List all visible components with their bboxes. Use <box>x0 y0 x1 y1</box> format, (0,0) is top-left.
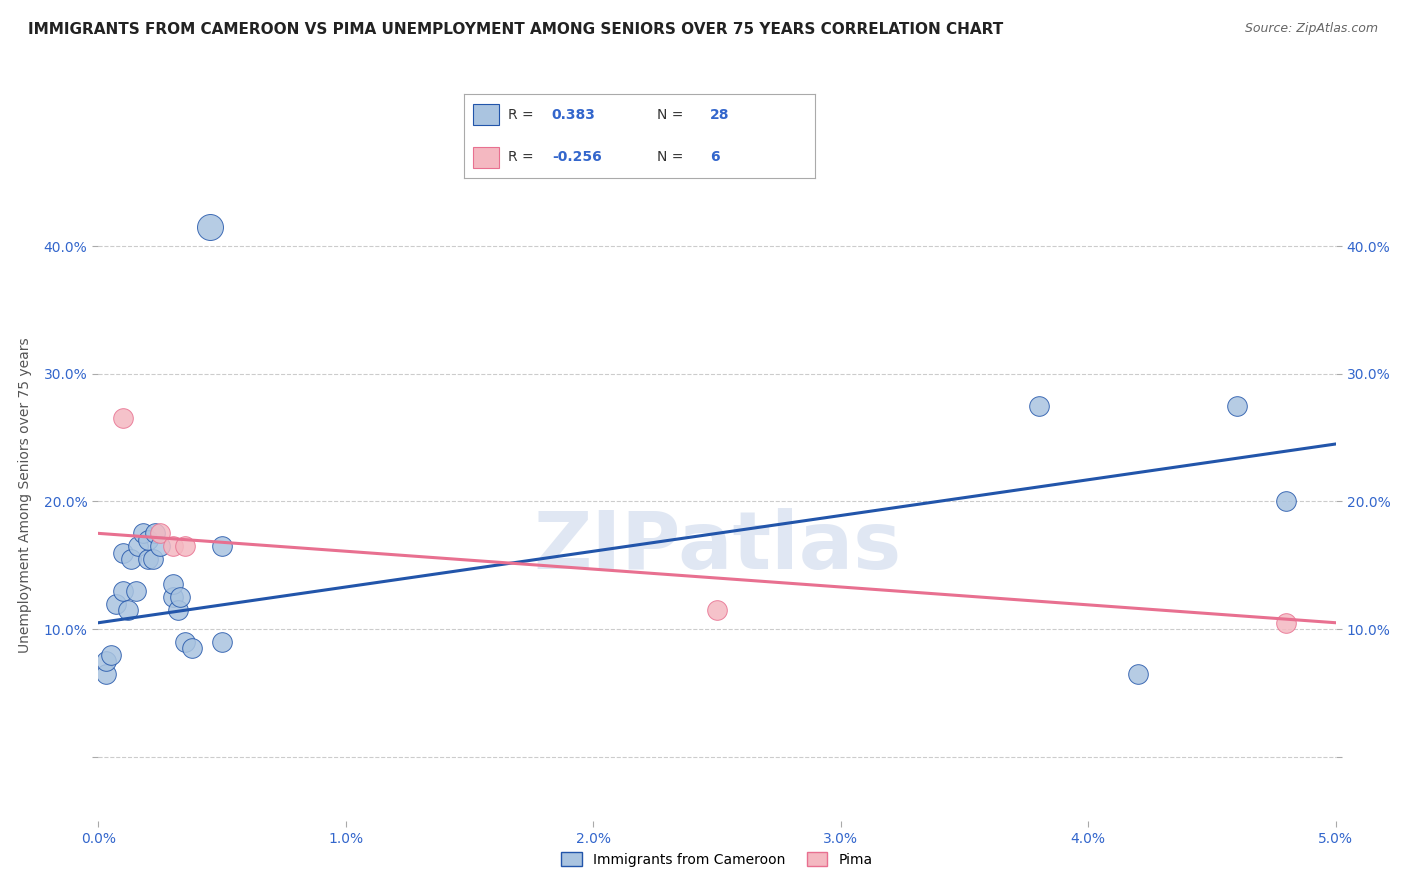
Point <box>162 577 184 591</box>
FancyBboxPatch shape <box>472 104 499 126</box>
Point <box>1226 399 1249 413</box>
Point <box>100 648 122 662</box>
Text: N =: N = <box>658 108 688 122</box>
Point <box>1126 666 1149 681</box>
Point <box>1028 399 1050 413</box>
Legend: Immigrants from Cameroon, Pima: Immigrants from Cameroon, Pima <box>555 847 879 872</box>
Point <box>166 603 188 617</box>
Point <box>136 552 159 566</box>
Text: Source: ZipAtlas.com: Source: ZipAtlas.com <box>1244 22 1378 36</box>
Text: 0.383: 0.383 <box>551 108 596 122</box>
Point <box>162 591 184 605</box>
FancyBboxPatch shape <box>472 146 499 168</box>
Text: IMMIGRANTS FROM CAMEROON VS PIMA UNEMPLOYMENT AMONG SENIORS OVER 75 YEARS CORREL: IMMIGRANTS FROM CAMEROON VS PIMA UNEMPLO… <box>28 22 1004 37</box>
Point <box>124 583 146 598</box>
Point <box>169 591 191 605</box>
Text: -0.256: -0.256 <box>551 150 602 164</box>
Point <box>149 539 172 553</box>
Point <box>143 526 166 541</box>
Point <box>112 583 135 598</box>
Point <box>181 641 204 656</box>
Text: R =: R = <box>508 108 538 122</box>
Point <box>162 539 184 553</box>
Point <box>104 597 127 611</box>
Point <box>136 533 159 547</box>
Point <box>112 545 135 559</box>
Text: 6: 6 <box>710 150 720 164</box>
Text: 28: 28 <box>710 108 730 122</box>
Point <box>127 539 149 553</box>
Point <box>211 539 233 553</box>
Point <box>174 539 197 553</box>
Point <box>198 219 221 234</box>
Text: N =: N = <box>658 150 688 164</box>
Text: R =: R = <box>508 150 538 164</box>
Point <box>1275 494 1298 508</box>
Point <box>112 411 135 425</box>
Point <box>94 654 117 668</box>
Y-axis label: Unemployment Among Seniors over 75 years: Unemployment Among Seniors over 75 years <box>18 337 32 653</box>
Point <box>706 603 728 617</box>
Point <box>174 635 197 649</box>
Point <box>211 635 233 649</box>
Point <box>149 526 172 541</box>
Point <box>117 603 139 617</box>
Point <box>120 552 142 566</box>
Point <box>132 526 155 541</box>
Point <box>1275 615 1298 630</box>
Point <box>94 666 117 681</box>
Point <box>142 552 165 566</box>
Text: ZIPatlas: ZIPatlas <box>533 508 901 586</box>
